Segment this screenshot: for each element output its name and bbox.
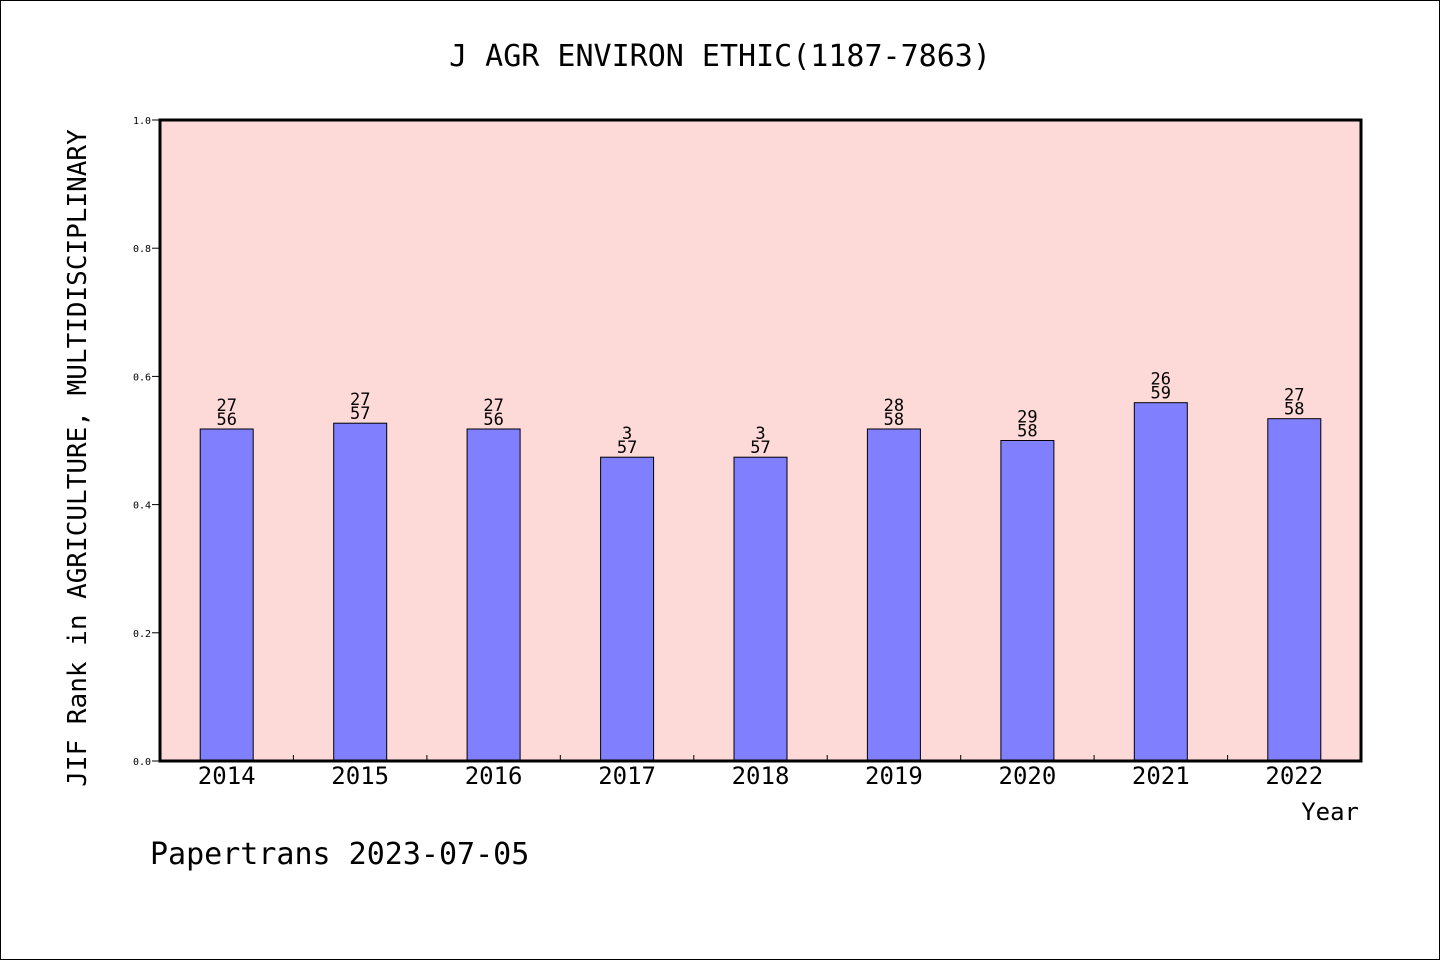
x-tick-label: 2018 (732, 762, 790, 790)
x-axis-ticks: 2014 2015 2016 2017 2018 2019 2020 2021 2022 (198, 755, 1323, 790)
bar-2020 (1000, 440, 1055, 762)
bar-2021 (1133, 402, 1188, 762)
bar-rank-label: 29 (1017, 408, 1037, 428)
y-tick-label: 1.0 (133, 116, 151, 127)
x-tick-label: 2016 (465, 762, 523, 790)
bar-total-label: 56 (216, 410, 236, 430)
footer-credit: Papertrans 2023-07-05 (150, 837, 529, 872)
plot-border (158, 118, 1363, 763)
y-axis-ticks: 0.0 0.2 0.4 0.6 0.8 1.0 (133, 116, 160, 768)
y-tick-label: 0.0 (133, 757, 151, 768)
bar-2016 (466, 428, 521, 762)
y-tick-label: 0.8 (133, 244, 151, 255)
bar-total-label: 58 (1017, 422, 1037, 442)
y-tick-label: 0.6 (133, 372, 151, 383)
x-tick-label: 2017 (598, 762, 656, 790)
x-tick-label: 2022 (1265, 762, 1323, 790)
bar-2014 (199, 428, 254, 762)
x-tick-label: 2015 (331, 762, 389, 790)
bar-total-label: 58 (884, 410, 904, 430)
bar-total-label: 57 (617, 438, 637, 458)
bar-rank-label: 27 (350, 390, 370, 410)
bar-rank-label: 28 (884, 396, 904, 416)
bar-rank-label: 26 (1151, 370, 1171, 390)
bar-total-label: 59 (1151, 384, 1171, 404)
y-axis-label: JIF Rank in AGRICULTURE, MULTIDISCIPLINA… (63, 129, 93, 787)
y-tick-label: 0.2 (133, 629, 151, 640)
bar-2022 (1267, 418, 1322, 762)
bar-rank-label: 3 (622, 424, 632, 444)
bar-2019 (866, 428, 921, 762)
x-tick-label: 2020 (999, 762, 1057, 790)
bar-total-label: 56 (483, 410, 503, 430)
bars-group (199, 402, 1322, 762)
bar-total-label: 58 (1284, 400, 1304, 420)
x-tick-label: 2019 (865, 762, 923, 790)
y-tick-label: 0.4 (133, 501, 151, 512)
chart-title: J AGR ENVIRON ETHIC(1187-7863) (449, 39, 991, 74)
bar-2018 (733, 456, 788, 762)
bar-rank-label: 27 (1284, 386, 1304, 406)
bar-rank-label: 27 (483, 396, 503, 416)
x-tick-label: 2014 (198, 762, 256, 790)
bar-total-label: 57 (350, 404, 370, 424)
x-tick-label: 2021 (1132, 762, 1190, 790)
bar-2017 (600, 456, 655, 762)
bar-total-label: 57 (750, 438, 770, 458)
bar-2015 (333, 422, 388, 762)
bar-rank-label: 3 (755, 424, 765, 444)
x-axis-label: Year (1301, 798, 1359, 826)
bar-rank-label: 27 (216, 396, 236, 416)
